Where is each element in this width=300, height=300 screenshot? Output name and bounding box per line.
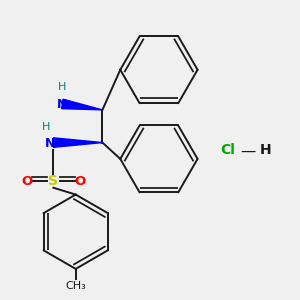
Text: H: H (260, 143, 272, 157)
Text: H: H (42, 122, 50, 132)
Text: —: — (241, 144, 256, 159)
Text: S: S (48, 174, 59, 188)
Text: O: O (74, 175, 86, 188)
Text: Cl: Cl (220, 143, 235, 157)
Text: N: N (57, 98, 68, 111)
Polygon shape (53, 138, 102, 147)
Text: CH₃: CH₃ (65, 281, 86, 291)
Polygon shape (61, 99, 102, 110)
Text: H: H (58, 82, 67, 92)
Text: O: O (21, 175, 32, 188)
Text: N: N (45, 137, 56, 150)
